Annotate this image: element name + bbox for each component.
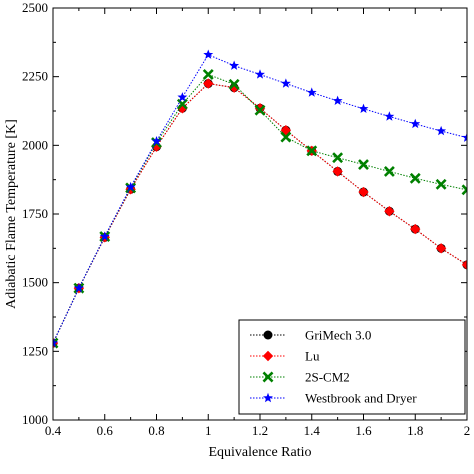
x-tick-label: 0.4 — [45, 423, 62, 438]
data-point-2s-cm2 — [254, 104, 266, 116]
x-tick-label: 1.6 — [355, 423, 372, 438]
y-axis-title: Adiabatic Flame Temperature [K] — [4, 119, 19, 309]
data-point-westbrook-and-dryer — [410, 118, 421, 129]
data-point-lu — [384, 206, 395, 217]
legend-marker-lu — [262, 350, 274, 362]
y-tick-label: 2000 — [22, 137, 48, 152]
legend-label-2s-cm2: 2S-CM2 — [305, 370, 350, 385]
x-tick-label: 1.2 — [252, 423, 268, 438]
data-point-westbrook-and-dryer — [151, 136, 162, 146]
data-point-westbrook-and-dryer — [436, 125, 447, 136]
x-tick-label: 1.4 — [304, 423, 321, 438]
x-tick-label: 2 — [464, 423, 471, 438]
x-axis-title: Equivalence Ratio — [208, 445, 311, 460]
data-point-westbrook-and-dryer — [462, 132, 467, 142]
legend-marker-grimech-3-0 — [263, 330, 273, 340]
legend-marker-2s-cm2 — [262, 371, 274, 383]
legend-marker-westbrook-and-dryer — [263, 392, 273, 403]
data-point-westbrook-and-dryer — [358, 103, 369, 114]
data-point-westbrook-and-dryer — [177, 92, 188, 102]
data-point-2s-cm2 — [306, 145, 318, 157]
data-point-2s-cm2 — [280, 131, 292, 143]
data-point-2s-cm2 — [409, 172, 421, 184]
y-tick-label: 2250 — [22, 69, 48, 84]
data-point-westbrook-and-dryer — [53, 337, 58, 348]
data-point-lu — [461, 259, 467, 271]
data-point-2s-cm2 — [461, 184, 467, 196]
series-layer — [53, 49, 467, 349]
data-point-westbrook-and-dryer — [255, 69, 265, 79]
y-tick-label: 1500 — [22, 275, 48, 290]
data-point-2s-cm2 — [435, 178, 447, 190]
data-point-lu — [332, 166, 343, 177]
series-grimech-3-0 — [53, 79, 467, 348]
series-line-2s-cm2 — [53, 73, 467, 344]
y-tick-label: 1750 — [22, 206, 48, 221]
legend-label-grimech-3-0: GriMech 3.0 — [305, 328, 371, 343]
series-lu — [53, 78, 467, 349]
series-line-westbrook-and-dryer — [53, 54, 467, 344]
legend: GriMech 3.0 Lu 2S-CM2 Westbrook and Dryer — [238, 319, 466, 415]
data-point-lu — [151, 141, 162, 152]
data-point-westbrook-and-dryer — [73, 282, 84, 293]
data-point-lu — [358, 186, 369, 198]
data-point-2s-cm2 — [383, 165, 395, 177]
data-point-westbrook-and-dryer — [332, 95, 343, 106]
data-point-westbrook-and-dryer — [125, 181, 136, 192]
data-point-2s-cm2 — [202, 69, 214, 80]
data-point-westbrook-and-dryer — [384, 111, 395, 121]
data-point-westbrook-and-dryer — [306, 87, 317, 97]
series-line-grimech-3-0 — [53, 82, 467, 344]
data-point-westbrook-and-dryer — [99, 231, 110, 241]
x-tick-label: 1.8 — [407, 423, 423, 438]
plot-area — [53, 49, 467, 349]
data-point-lu — [177, 103, 188, 114]
ticks-layer: 0.4 0.6 0.8 1 1.2 1.4 1.6 1.8 2 1000 1250 1500 1750 2… — [22, 0, 470, 438]
x-tick-label: 0.8 — [148, 423, 164, 438]
data-point-lu — [203, 78, 214, 89]
legend-box — [238, 319, 466, 415]
data-point-2s-cm2 — [332, 152, 344, 164]
legend-label-lu: Lu — [305, 349, 320, 364]
data-point-2s-cm2 — [176, 98, 188, 110]
legend-label-westbrook-and-dryer: Westbrook and Dryer — [305, 391, 417, 406]
data-point-lu — [228, 82, 240, 93]
data-point-westbrook-and-dryer — [280, 78, 291, 88]
y-tick-label: 1250 — [22, 343, 48, 358]
series-line-lu — [53, 82, 467, 344]
data-point-lu — [410, 223, 421, 235]
data-point-lu — [254, 103, 266, 114]
x-tick-label: 0.6 — [97, 423, 114, 438]
data-point-westbrook-and-dryer — [229, 60, 240, 70]
data-point-westbrook-and-dryer — [203, 49, 214, 59]
data-point-2s-cm2 — [228, 78, 240, 90]
data-point-lu — [435, 243, 447, 254]
x-tick-label: 1 — [205, 423, 212, 438]
data-point-2s-cm2 — [358, 159, 369, 170]
y-tick-label: 2500 — [22, 0, 48, 15]
series-westbrook-and-dryer — [53, 49, 467, 348]
y-tick-label: 1000 — [22, 412, 48, 427]
